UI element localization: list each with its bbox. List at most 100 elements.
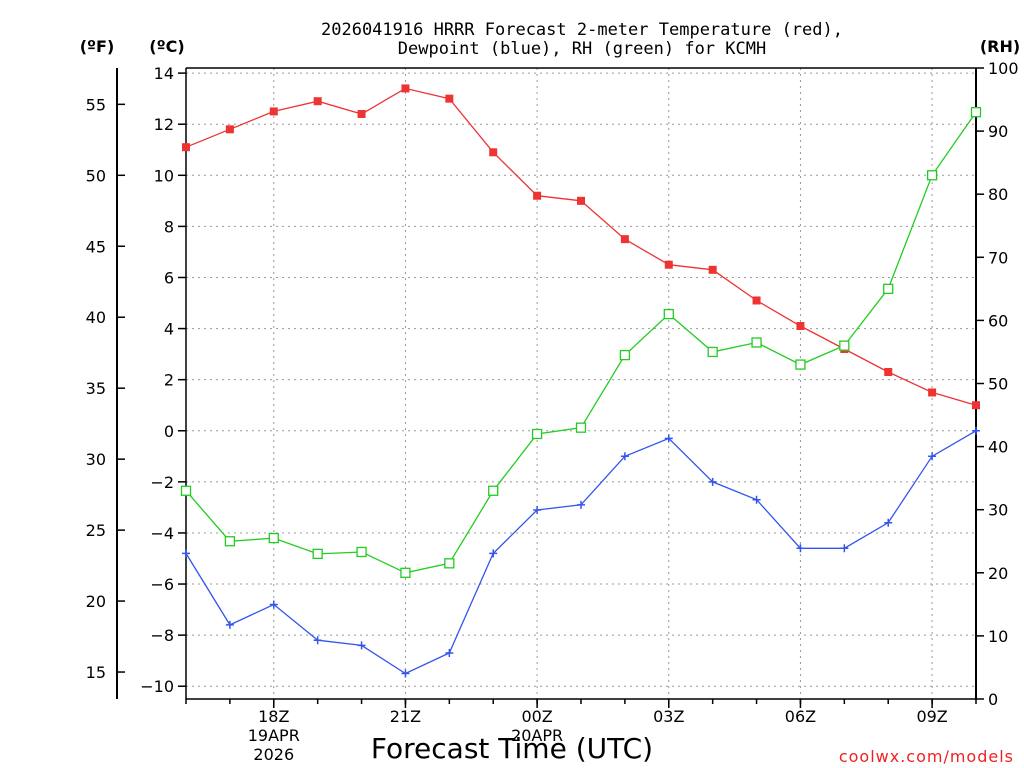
rh-series bbox=[180, 107, 982, 578]
fahrenheit-tick-label: 35 bbox=[86, 379, 106, 398]
axes bbox=[116, 67, 977, 700]
dewpoint-point bbox=[928, 452, 937, 461]
dewpoint-point bbox=[269, 600, 278, 609]
x-tick-year-label: 2026 bbox=[253, 745, 294, 764]
rh-point bbox=[619, 349, 631, 361]
dewpoint-point bbox=[313, 636, 322, 645]
rh-point bbox=[356, 546, 367, 558]
dewpoint-point bbox=[708, 477, 717, 486]
x-tick-label: 18Z bbox=[258, 707, 289, 726]
dewpoint-series bbox=[182, 426, 980, 678]
dewpoint-point bbox=[445, 649, 454, 658]
fahrenheit-tick-label: 45 bbox=[86, 237, 106, 256]
fahrenheit-tick-label: 40 bbox=[86, 308, 106, 327]
data-series bbox=[180, 84, 982, 678]
dewpoint-point bbox=[577, 500, 585, 509]
rh-point bbox=[751, 337, 762, 348]
celsius-tick-label: −2 bbox=[150, 473, 174, 492]
dewpoint-line bbox=[185, 430, 977, 675]
rh-point bbox=[531, 428, 543, 440]
rh-tick-label: 50 bbox=[988, 375, 1008, 394]
dewpoint-point bbox=[182, 549, 190, 558]
celsius-tick-label: 12 bbox=[154, 115, 174, 134]
rh-tick-label: 0 bbox=[988, 690, 998, 709]
rh-point bbox=[268, 532, 279, 544]
celsius-tick-label: 6 bbox=[164, 268, 174, 287]
x-tick-label: 21Z bbox=[390, 707, 421, 726]
dewpoint-point bbox=[489, 549, 498, 558]
dewpoint-point bbox=[972, 426, 980, 435]
rh-point bbox=[312, 548, 323, 560]
fahrenheit-unit-label: (ºF) bbox=[80, 37, 115, 56]
tick-marks: 14121086420−2−4−6−8−10555045403530252015… bbox=[86, 59, 1019, 764]
fahrenheit-tick-label: 15 bbox=[86, 663, 106, 682]
rh-tick-label: 100 bbox=[988, 59, 1019, 78]
dewpoint-point bbox=[533, 505, 542, 514]
x-tick-date-label: 19APR bbox=[248, 726, 300, 745]
temperature-point bbox=[225, 125, 234, 134]
dewpoint-point bbox=[752, 495, 761, 504]
temperature-point bbox=[313, 97, 322, 106]
rh-point bbox=[488, 485, 499, 496]
celsius-tick-label: −4 bbox=[150, 524, 174, 543]
rh-point bbox=[180, 485, 192, 496]
temperature-line bbox=[185, 87, 977, 406]
temperature-point bbox=[489, 148, 498, 157]
rh-tick-label: 20 bbox=[988, 564, 1008, 583]
rh-tick-label: 90 bbox=[988, 122, 1008, 141]
fahrenheit-tick-label: 55 bbox=[86, 95, 106, 114]
chart-title-line-2: Dewpoint (blue), RH (green) for KCMH bbox=[398, 39, 766, 59]
dewpoint-point bbox=[620, 452, 629, 461]
rh-point bbox=[575, 422, 587, 433]
rh-tick-label: 10 bbox=[988, 627, 1008, 646]
temperature-point bbox=[928, 388, 937, 397]
temperature-point bbox=[884, 368, 893, 377]
x-axis-label: Forecast Time (UTC) bbox=[371, 732, 653, 765]
dewpoint-point bbox=[796, 544, 805, 553]
temperature-point bbox=[972, 401, 980, 410]
temperature-point bbox=[533, 191, 542, 200]
rh-tick-label: 30 bbox=[988, 501, 1008, 520]
rh-point bbox=[707, 346, 718, 358]
x-tick-label: 00Z bbox=[521, 707, 552, 726]
dewpoint-point bbox=[225, 620, 234, 629]
celsius-tick-label: 0 bbox=[164, 422, 174, 441]
temperature-point bbox=[577, 196, 585, 205]
rh-point bbox=[444, 558, 455, 569]
x-tick-label: 06Z bbox=[785, 707, 816, 726]
rh-point bbox=[224, 536, 236, 547]
temperature-point bbox=[401, 84, 410, 93]
x-tick-label: 03Z bbox=[653, 707, 684, 726]
fahrenheit-tick-label: 25 bbox=[86, 521, 106, 540]
watermark: coolwx.com/models bbox=[839, 747, 1014, 766]
rh-tick-label: 80 bbox=[988, 185, 1008, 204]
celsius-tick-label: 10 bbox=[154, 166, 174, 185]
fahrenheit-tick-label: 50 bbox=[86, 166, 106, 185]
rh-tick-label: 60 bbox=[988, 311, 1008, 330]
x-tick-date-label: 20APR bbox=[511, 726, 563, 745]
temperature-point bbox=[708, 265, 717, 274]
temperature-point bbox=[357, 109, 366, 118]
temperature-point bbox=[664, 260, 673, 269]
rh-point bbox=[839, 340, 850, 351]
rh-point bbox=[883, 283, 894, 295]
rh-point bbox=[795, 359, 806, 370]
celsius-tick-label: 8 bbox=[164, 217, 174, 236]
temperature-point bbox=[182, 143, 190, 152]
dewpoint-point bbox=[840, 544, 849, 553]
rh-point bbox=[663, 308, 674, 320]
fahrenheit-tick-label: 20 bbox=[86, 592, 106, 611]
temperature-point bbox=[752, 296, 761, 305]
dewpoint-point bbox=[884, 518, 893, 527]
rh-point bbox=[400, 567, 411, 578]
celsius-tick-label: 2 bbox=[164, 371, 174, 390]
rh-point bbox=[970, 107, 982, 118]
celsius-tick-label: 4 bbox=[164, 320, 174, 339]
rh-tick-label: 40 bbox=[988, 438, 1008, 457]
celsius-tick-label: 14 bbox=[154, 64, 174, 83]
dewpoint-point bbox=[357, 641, 366, 650]
fahrenheit-tick-label: 30 bbox=[86, 450, 106, 469]
celsius-unit-label: (ºC) bbox=[149, 37, 184, 56]
grid-lines bbox=[186, 68, 976, 699]
